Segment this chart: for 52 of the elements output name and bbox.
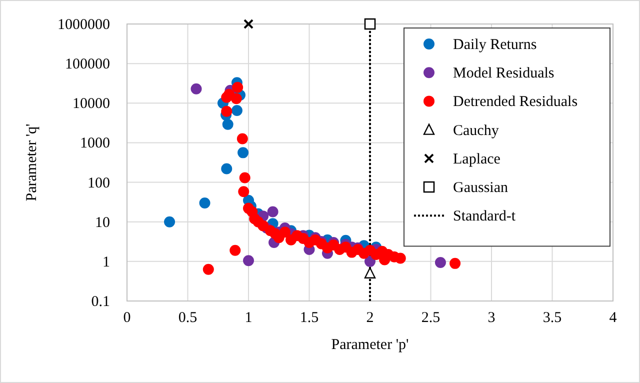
point (230, 93, 242, 104)
x-tick-label: 0.5 (178, 310, 198, 326)
point (239, 172, 250, 184)
point (364, 256, 376, 267)
legend-label: Laplace (453, 151, 501, 168)
y-axis-title: Parameter 'q' (24, 123, 40, 202)
x-axis-title: Parameter 'p' (331, 337, 410, 353)
point (238, 147, 249, 158)
point (364, 267, 376, 278)
point (222, 118, 234, 130)
point (230, 244, 241, 256)
y-tick-label: 1000000 (58, 17, 110, 33)
point (221, 106, 232, 117)
x-tick-label: 2.5 (421, 310, 440, 326)
legend-label: Daily Returns (453, 37, 537, 53)
legend-label: Gaussian (453, 180, 508, 196)
x-tick-label: 3 (488, 310, 496, 326)
point (243, 255, 254, 266)
point (164, 216, 176, 228)
y-tick-label: 100000 (65, 56, 110, 73)
point (190, 83, 202, 94)
point (394, 252, 406, 264)
point (199, 197, 210, 208)
y-tick-label: 0.1 (91, 294, 110, 310)
point (258, 220, 269, 232)
x-tick-label: 2 (366, 310, 374, 326)
point (231, 105, 242, 116)
x-tick-label: 4 (609, 310, 618, 326)
x-tick-label: 1.5 (300, 310, 319, 326)
point (236, 133, 248, 144)
x-tick-label: 0 (123, 310, 131, 326)
legend-label: Cauchy (453, 122, 500, 139)
point (221, 163, 232, 174)
point (267, 206, 278, 218)
point (279, 226, 290, 238)
point (202, 264, 214, 275)
y-tick-label: 1 (102, 254, 110, 270)
y-tick-label: 1000 (80, 136, 110, 152)
point (244, 19, 254, 29)
point (364, 18, 376, 30)
point (434, 256, 446, 268)
legend-label: Detrended Residuals (453, 94, 578, 110)
point (232, 82, 244, 93)
point (450, 258, 461, 269)
point (238, 186, 250, 198)
x-tick-label: 3.5 (542, 310, 562, 326)
y-tick-label: 10000 (72, 96, 110, 112)
x-tick-label: 1 (244, 310, 252, 326)
y-tick-label: 100 (88, 175, 110, 192)
y-tick-label: 10 (95, 214, 110, 231)
legend-label: Model Residuals (453, 66, 554, 82)
legend-label: Standard-t (453, 208, 516, 225)
